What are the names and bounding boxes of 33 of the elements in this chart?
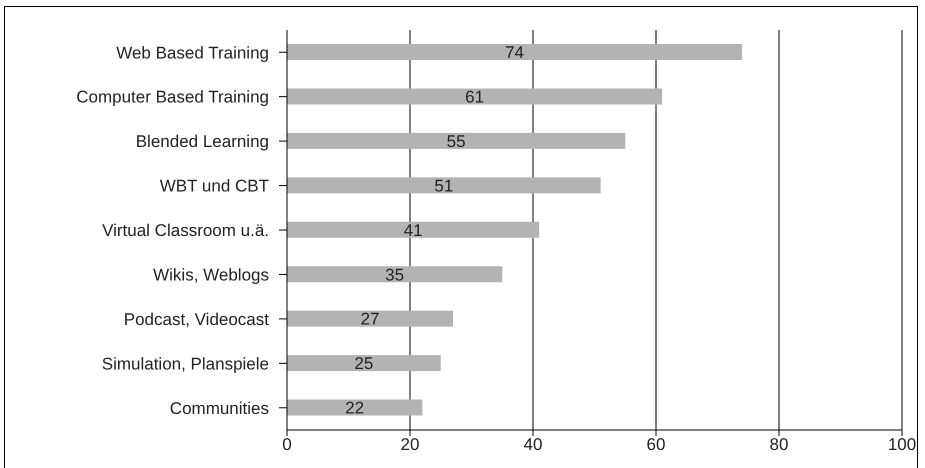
data-label: 41 bbox=[404, 220, 423, 240]
bar bbox=[287, 355, 441, 372]
x-tick-label: 0 bbox=[282, 435, 292, 454]
x-tick-label: 80 bbox=[770, 435, 788, 454]
data-label: 27 bbox=[360, 310, 380, 329]
y-tick-label: Communities bbox=[170, 398, 269, 418]
bar bbox=[287, 222, 540, 238]
x-tick-label: 60 bbox=[646, 435, 666, 454]
bar bbox=[287, 44, 742, 60]
bar bbox=[287, 310, 454, 327]
data-label: 51 bbox=[434, 176, 454, 196]
data-label: 25 bbox=[354, 354, 374, 374]
y-tick-label: Simulation, Planspiele bbox=[102, 354, 269, 374]
bar bbox=[287, 177, 601, 194]
y-tick-label: Podcast, Videocast bbox=[124, 310, 270, 329]
y-tick-label: Wikis, Weblogs bbox=[153, 265, 269, 284]
y-tick-label: Virtual Classroom u.ä. bbox=[102, 221, 269, 240]
data-label: 55 bbox=[446, 132, 466, 151]
x-tick-label: 100 bbox=[888, 435, 916, 454]
bar bbox=[287, 88, 662, 104]
data-label: 74 bbox=[505, 43, 524, 62]
y-tick-label: WBT und CBT bbox=[160, 176, 269, 196]
bar bbox=[287, 400, 422, 416]
y-tick-label: Blended Learning bbox=[136, 132, 269, 152]
data-label: 61 bbox=[465, 87, 484, 106]
data-label: 22 bbox=[345, 398, 364, 418]
bar bbox=[287, 266, 502, 282]
x-tick-label: 20 bbox=[400, 435, 420, 454]
y-tick-label: Computer Based Training bbox=[76, 88, 269, 107]
y-tick-label: Web Based Training bbox=[116, 43, 269, 62]
data-label: 35 bbox=[385, 265, 404, 284]
bar bbox=[287, 132, 626, 149]
x-tick-label: 40 bbox=[524, 435, 542, 454]
